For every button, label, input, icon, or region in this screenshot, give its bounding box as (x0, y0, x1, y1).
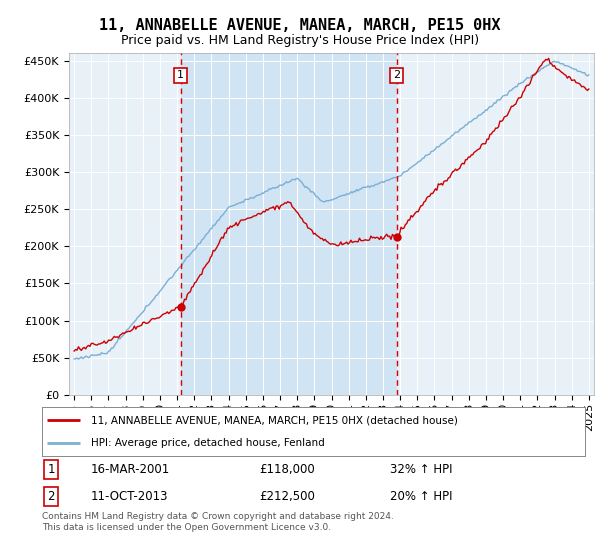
Text: 11, ANNABELLE AVENUE, MANEA, MARCH, PE15 0HX (detached house): 11, ANNABELLE AVENUE, MANEA, MARCH, PE15… (91, 416, 458, 426)
Text: 32% ↑ HPI: 32% ↑ HPI (389, 463, 452, 476)
Bar (181, 53, 397, 395)
Text: 20% ↑ HPI: 20% ↑ HPI (389, 490, 452, 503)
Text: 2: 2 (393, 71, 400, 81)
Text: 11, ANNABELLE AVENUE, MANEA, MARCH, PE15 0HX: 11, ANNABELLE AVENUE, MANEA, MARCH, PE15… (99, 18, 501, 33)
Text: £118,000: £118,000 (259, 463, 315, 476)
Text: Price paid vs. HM Land Registry's House Price Index (HPI): Price paid vs. HM Land Registry's House … (121, 34, 479, 46)
Text: 16-MAR-2001: 16-MAR-2001 (91, 463, 170, 476)
Text: £212,500: £212,500 (259, 490, 315, 503)
Text: 1: 1 (47, 463, 55, 476)
Text: 11-OCT-2013: 11-OCT-2013 (91, 490, 169, 503)
Text: 2: 2 (47, 490, 55, 503)
Text: 1: 1 (177, 71, 184, 81)
Text: HPI: Average price, detached house, Fenland: HPI: Average price, detached house, Fenl… (91, 438, 325, 448)
Text: Contains HM Land Registry data © Crown copyright and database right 2024.
This d: Contains HM Land Registry data © Crown c… (42, 512, 394, 532)
